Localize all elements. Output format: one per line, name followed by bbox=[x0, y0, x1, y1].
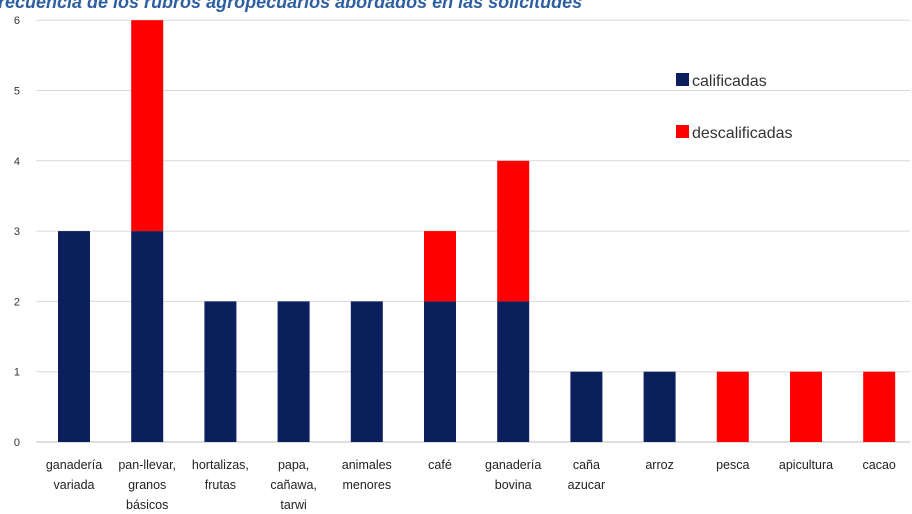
category-label-line: granos bbox=[128, 478, 166, 492]
category-label-line: animales bbox=[342, 458, 392, 472]
category-label-line: cañawa, bbox=[270, 478, 317, 492]
bar-calificadas bbox=[497, 301, 530, 442]
category-label-line: pesca bbox=[716, 458, 749, 472]
category-label-line: básicos bbox=[126, 498, 168, 512]
category-label: cacao bbox=[863, 458, 896, 472]
category-label-line: hortalizas, bbox=[192, 458, 249, 472]
category-label-line: menores bbox=[342, 478, 391, 492]
bar-descalificadas bbox=[424, 231, 456, 302]
category-label: arroz bbox=[645, 458, 673, 472]
y-tick-label: 2 bbox=[14, 296, 20, 308]
y-tick-label: 4 bbox=[14, 156, 20, 168]
category-label-line: caña bbox=[573, 458, 600, 472]
category-label-line: frutas bbox=[205, 478, 236, 492]
category-label-line: variada bbox=[54, 478, 95, 492]
category-label-line: café bbox=[428, 458, 452, 472]
y-tick-label: 6 bbox=[14, 15, 20, 27]
bar-calificadas bbox=[570, 371, 603, 442]
category-label-line: tarwi bbox=[280, 498, 306, 512]
legend-swatch bbox=[676, 125, 689, 138]
legend-swatch bbox=[676, 73, 689, 86]
category-label: pan-llevar, granos básicos bbox=[118, 458, 176, 512]
category-label: pesca bbox=[716, 458, 749, 472]
bar-descalificadas bbox=[131, 20, 164, 232]
category-label-line: azucar bbox=[568, 478, 606, 492]
bar-descalificadas bbox=[716, 371, 749, 442]
category-label: hortalizas, frutas bbox=[192, 458, 249, 492]
y-tick-label: 0 bbox=[14, 437, 20, 449]
legend: calificadas descalificadas bbox=[676, 73, 793, 142]
category-label-line: pan-llevar, bbox=[118, 458, 176, 472]
chart-title: b. Frecuencia de los rubros agropecuario… bbox=[0, 0, 583, 12]
category-label-line: arroz bbox=[645, 458, 673, 472]
bar-descalificadas bbox=[863, 371, 896, 442]
y-tick-label: 1 bbox=[14, 367, 20, 379]
category-label-line: bovina bbox=[495, 478, 532, 492]
category-label: ganadería bovina bbox=[485, 458, 541, 492]
category-label: papa, cañawa, tarwi bbox=[270, 458, 317, 512]
category-label-line: cacao bbox=[863, 458, 896, 472]
legend-label: descalificadas bbox=[692, 125, 793, 142]
gridlines bbox=[36, 19, 910, 443]
bar-descalificadas bbox=[790, 371, 822, 442]
category-label-line: ganadería bbox=[46, 458, 102, 472]
bar-calificadas bbox=[58, 231, 90, 442]
bar-calificadas bbox=[424, 301, 456, 442]
bars bbox=[58, 20, 896, 442]
bar-calificadas bbox=[131, 231, 164, 442]
category-label-line: apicultura bbox=[779, 458, 833, 472]
bar-descalificadas bbox=[497, 160, 530, 302]
bar-calificadas bbox=[350, 301, 383, 442]
category-label-line: ganadería bbox=[485, 458, 541, 472]
bar-calificadas bbox=[643, 371, 676, 442]
category-label: café bbox=[428, 458, 452, 472]
bar-calificadas bbox=[204, 301, 237, 442]
category-label: caña azucar bbox=[568, 458, 606, 492]
y-tick-label: 5 bbox=[14, 86, 20, 98]
y-axis-ticks: 0 1 2 3 4 5 6 bbox=[14, 15, 20, 449]
bar-calificadas bbox=[277, 301, 310, 442]
y-tick-label: 3 bbox=[14, 226, 20, 238]
legend-label: calificadas bbox=[692, 73, 767, 90]
category-label-line: papa, bbox=[278, 458, 309, 472]
category-label: apicultura bbox=[779, 458, 833, 472]
category-label: animales menores bbox=[342, 458, 392, 492]
x-axis-labels: ganadería variada pan-llevar, granos básicos… bbox=[46, 458, 896, 512]
category-label: ganadería variada bbox=[46, 458, 102, 492]
